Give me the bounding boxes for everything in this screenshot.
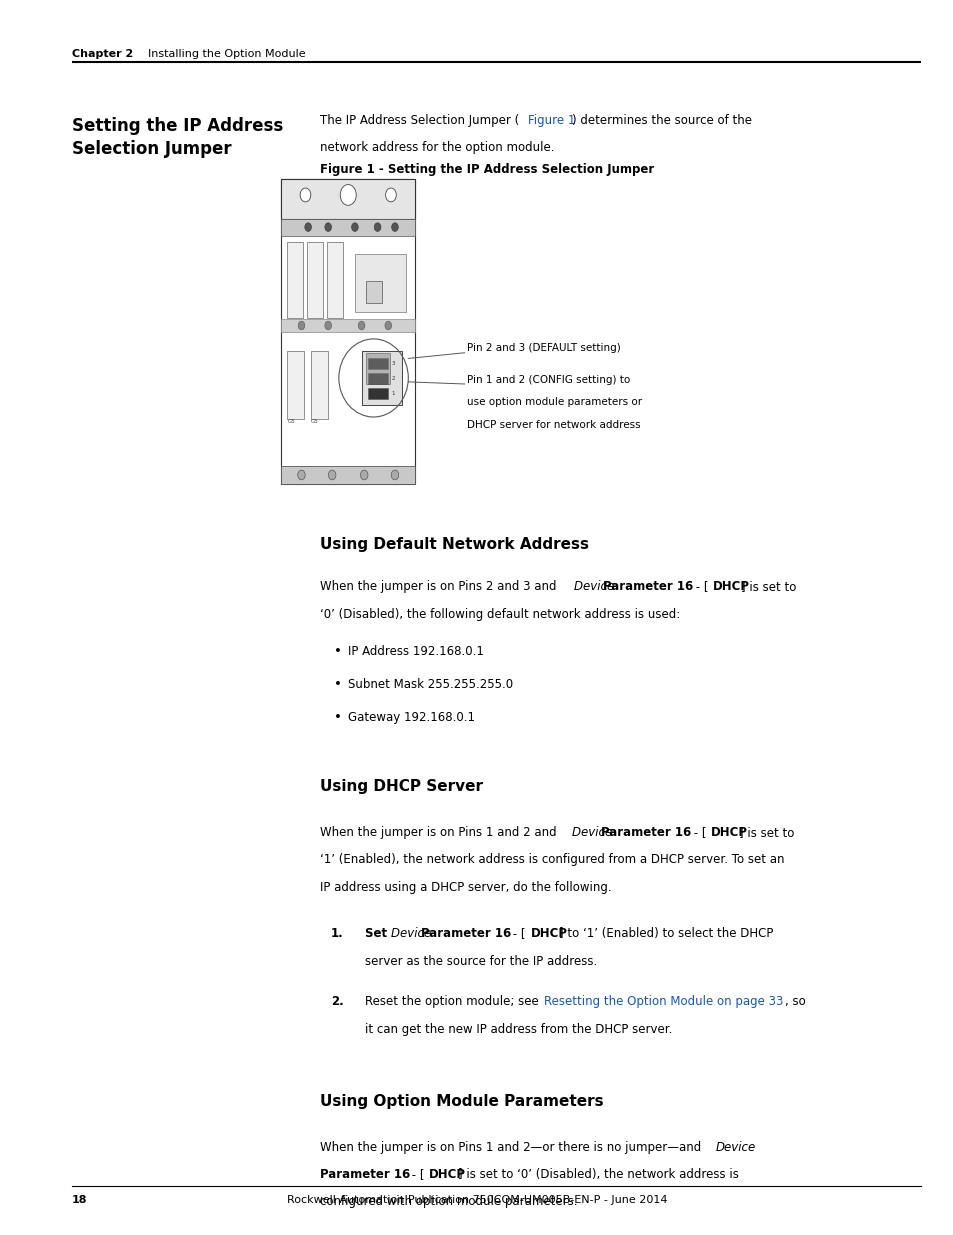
Text: The IP Address Selection Jumper (: The IP Address Selection Jumper ( bbox=[319, 114, 518, 127]
Text: ‘1’ (Enabled), the network address is configured from a DHCP server. To set an: ‘1’ (Enabled), the network address is co… bbox=[319, 853, 783, 867]
Bar bbox=[281, 219, 415, 236]
Bar bbox=[287, 242, 302, 319]
Circle shape bbox=[391, 222, 398, 231]
Text: , so: , so bbox=[784, 995, 805, 1009]
Bar bbox=[281, 179, 415, 484]
Circle shape bbox=[340, 184, 355, 205]
Bar bbox=[281, 466, 415, 484]
Text: 2.: 2. bbox=[331, 995, 343, 1009]
Bar bbox=[365, 353, 389, 384]
Text: configured with option module parameters.: configured with option module parameters… bbox=[319, 1195, 577, 1209]
Text: - [: - [ bbox=[509, 927, 525, 941]
Text: 18: 18 bbox=[71, 1195, 87, 1205]
Circle shape bbox=[297, 321, 304, 330]
Text: Parameter 16: Parameter 16 bbox=[319, 1168, 410, 1182]
Bar bbox=[367, 388, 387, 399]
Text: •: • bbox=[334, 645, 341, 658]
Text: Subnet Mask 255.255.255.0: Subnet Mask 255.255.255.0 bbox=[348, 678, 513, 692]
Text: ] to ‘1’ (Enabled) to select the DHCP: ] to ‘1’ (Enabled) to select the DHCP bbox=[558, 927, 773, 941]
Circle shape bbox=[385, 188, 395, 201]
Bar bbox=[365, 280, 381, 303]
Text: •: • bbox=[334, 711, 341, 725]
Text: DHCP: DHCP bbox=[429, 1168, 466, 1182]
Bar bbox=[281, 320, 415, 331]
Text: Reset the option module; see: Reset the option module; see bbox=[365, 995, 542, 1009]
Text: 2: 2 bbox=[391, 375, 395, 382]
Text: Parameter 16: Parameter 16 bbox=[420, 927, 511, 941]
Text: ] is set to ‘0’ (Disabled), the network address is: ] is set to ‘0’ (Disabled), the network … bbox=[457, 1168, 738, 1182]
Text: IP Address 192.168.0.1: IP Address 192.168.0.1 bbox=[348, 645, 483, 658]
Circle shape bbox=[305, 222, 311, 231]
Text: use option module parameters or: use option module parameters or bbox=[467, 398, 642, 408]
Text: Resetting the Option Module on page 33: Resetting the Option Module on page 33 bbox=[543, 995, 782, 1009]
Text: Set: Set bbox=[365, 927, 392, 941]
Text: Installing the Option Module: Installing the Option Module bbox=[148, 49, 305, 59]
Text: DHCP server for network address: DHCP server for network address bbox=[467, 420, 640, 430]
Text: 1.: 1. bbox=[331, 927, 343, 941]
Circle shape bbox=[374, 222, 380, 231]
Text: Parameter 16: Parameter 16 bbox=[602, 580, 693, 594]
Text: Using DHCP Server: Using DHCP Server bbox=[319, 779, 482, 794]
Text: Gateway 192.168.0.1: Gateway 192.168.0.1 bbox=[348, 711, 475, 725]
Bar bbox=[307, 242, 322, 319]
Text: Device: Device bbox=[391, 927, 435, 941]
Circle shape bbox=[324, 321, 331, 330]
Circle shape bbox=[300, 188, 311, 201]
Circle shape bbox=[351, 222, 358, 231]
Text: •: • bbox=[334, 678, 341, 692]
Circle shape bbox=[384, 321, 391, 330]
Circle shape bbox=[358, 321, 364, 330]
Text: 3: 3 bbox=[391, 361, 395, 366]
Text: G5: G5 bbox=[288, 420, 295, 425]
Text: server as the source for the IP address.: server as the source for the IP address. bbox=[365, 955, 597, 968]
Text: ) determines the source of the: ) determines the source of the bbox=[572, 114, 752, 127]
Text: G5: G5 bbox=[311, 420, 318, 425]
Text: DHCP: DHCP bbox=[712, 580, 749, 594]
Text: network address for the option module.: network address for the option module. bbox=[319, 141, 554, 154]
Bar bbox=[367, 358, 387, 369]
Text: Device: Device bbox=[572, 826, 616, 840]
Text: DHCP: DHCP bbox=[530, 927, 567, 941]
Text: IP address using a DHCP server, do the following.: IP address using a DHCP server, do the f… bbox=[319, 881, 611, 894]
Bar bbox=[361, 351, 401, 405]
Bar bbox=[367, 373, 387, 384]
Text: Figure 1 - Setting the IP Address Selection Jumper: Figure 1 - Setting the IP Address Select… bbox=[319, 163, 653, 177]
Text: Pin 2 and 3 (DEFAULT setting): Pin 2 and 3 (DEFAULT setting) bbox=[467, 343, 620, 353]
Text: Using Default Network Address: Using Default Network Address bbox=[319, 537, 588, 552]
Circle shape bbox=[360, 471, 368, 480]
Text: Pin 1 and 2 (CONFIG setting) to: Pin 1 and 2 (CONFIG setting) to bbox=[467, 375, 630, 385]
Text: Parameter 16: Parameter 16 bbox=[600, 826, 691, 840]
Bar bbox=[311, 351, 328, 420]
Text: When the jumper is on Pins 1 and 2 and: When the jumper is on Pins 1 and 2 and bbox=[319, 826, 559, 840]
Text: When the jumper is on Pins 2 and 3 and: When the jumper is on Pins 2 and 3 and bbox=[319, 580, 559, 594]
Text: Setting the IP Address
Selection Jumper: Setting the IP Address Selection Jumper bbox=[71, 117, 282, 158]
Text: 1: 1 bbox=[391, 391, 395, 396]
Circle shape bbox=[297, 471, 305, 480]
Circle shape bbox=[328, 471, 335, 480]
Bar bbox=[355, 253, 405, 312]
Text: DHCP: DHCP bbox=[710, 826, 747, 840]
Text: Device: Device bbox=[715, 1141, 755, 1155]
Text: ‘0’ (Disabled), the following default network address is used:: ‘0’ (Disabled), the following default ne… bbox=[319, 608, 679, 621]
Bar bbox=[287, 351, 304, 420]
Text: Rockwell Automation Publication 750COM-UM005B-EN-P - June 2014: Rockwell Automation Publication 750COM-U… bbox=[287, 1195, 666, 1205]
Circle shape bbox=[324, 222, 331, 231]
Text: When the jumper is on Pins 1 and 2—or there is no jumper—and: When the jumper is on Pins 1 and 2—or th… bbox=[319, 1141, 704, 1155]
Text: - [: - [ bbox=[408, 1168, 424, 1182]
Text: - [: - [ bbox=[691, 580, 707, 594]
Text: ] is set to: ] is set to bbox=[739, 826, 794, 840]
Text: it can get the new IP address from the DHCP server.: it can get the new IP address from the D… bbox=[365, 1023, 672, 1036]
Text: Using Option Module Parameters: Using Option Module Parameters bbox=[319, 1094, 602, 1109]
Text: Device: Device bbox=[574, 580, 618, 594]
Text: ] is set to: ] is set to bbox=[740, 580, 796, 594]
Text: Chapter 2: Chapter 2 bbox=[71, 49, 132, 59]
Text: - [: - [ bbox=[689, 826, 705, 840]
Bar bbox=[327, 242, 342, 319]
Circle shape bbox=[391, 471, 398, 480]
Bar bbox=[281, 179, 415, 219]
Text: Figure 1: Figure 1 bbox=[527, 114, 575, 127]
